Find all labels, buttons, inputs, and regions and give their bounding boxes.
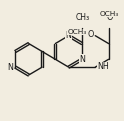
Text: N: N (8, 63, 14, 72)
Text: O: O (88, 30, 94, 39)
Text: CH₃: CH₃ (76, 13, 90, 22)
Text: OCH₃: OCH₃ (68, 29, 87, 35)
Text: OCH₃: OCH₃ (100, 11, 119, 17)
Text: N: N (66, 31, 72, 40)
Text: NH: NH (97, 62, 109, 71)
Text: O: O (106, 13, 112, 22)
Text: N: N (79, 55, 85, 64)
